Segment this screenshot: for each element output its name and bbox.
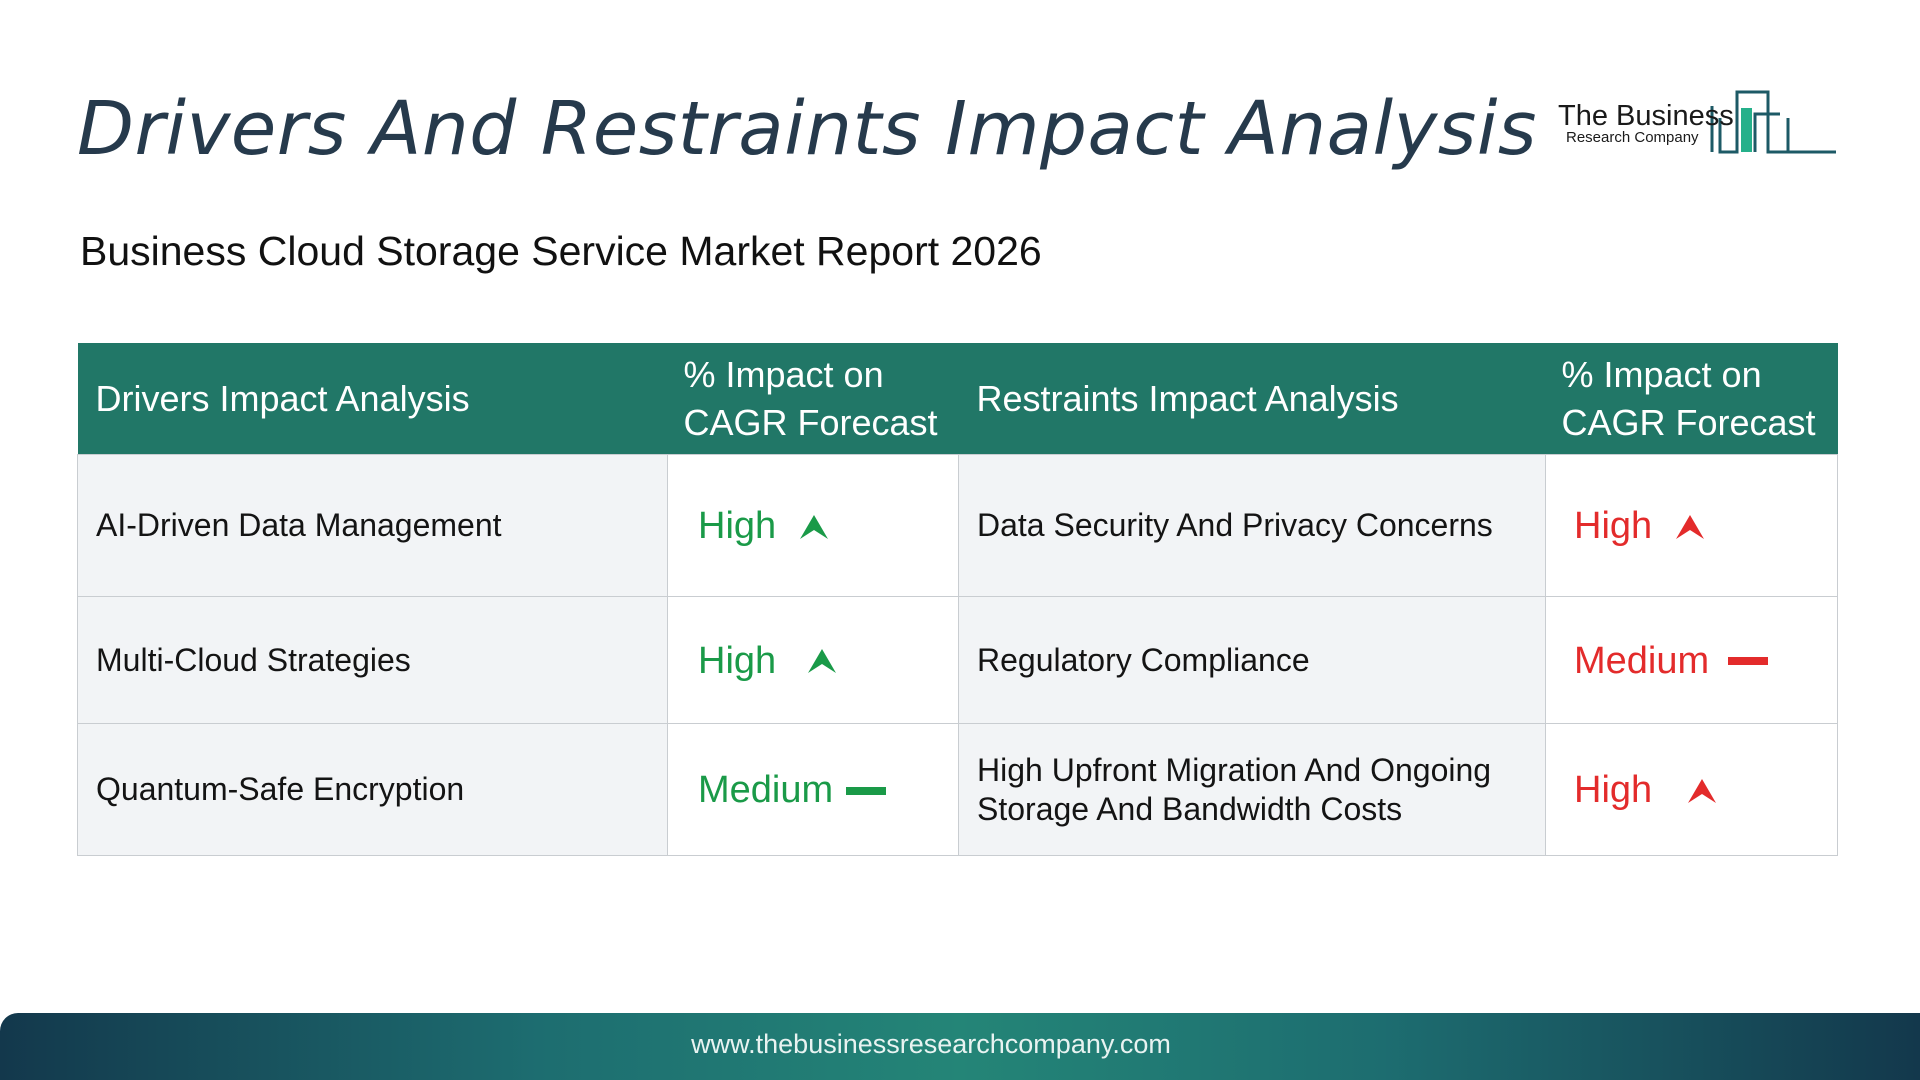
restraint-cell: Regulatory Compliance bbox=[958, 596, 1546, 724]
driver-label: Quantum-Safe Encryption bbox=[96, 771, 465, 807]
report-subtitle: Business Cloud Storage Service Market Re… bbox=[80, 228, 1042, 274]
driver-cell: Multi-Cloud Strategies bbox=[77, 596, 668, 724]
driver-impact-cell: Medium bbox=[667, 723, 959, 856]
table-header-row: Drivers Impact Analysis % Impact on CAGR… bbox=[77, 343, 1838, 455]
restraint-impact-cell: High bbox=[1545, 454, 1838, 597]
driver-impact-level: High bbox=[698, 505, 777, 548]
driver-impact-cell: High bbox=[667, 596, 959, 724]
page-title: Drivers And Restraints Impact Analysis bbox=[77, 86, 1537, 172]
arrow-up-icon bbox=[800, 514, 829, 539]
restraint-label: Regulatory Compliance bbox=[977, 641, 1310, 678]
logo-name: The Business bbox=[1558, 100, 1734, 132]
driver-impact-level: Medium bbox=[698, 769, 834, 812]
restraint-label: Data Security And Privacy Concerns bbox=[977, 507, 1493, 543]
restraint-impact-level: High bbox=[1574, 769, 1653, 812]
table-row: Multi-Cloud Strategies High Regulatory C… bbox=[77, 596, 1838, 724]
driver-label: Multi-Cloud Strategies bbox=[96, 641, 411, 678]
arrow-up-icon bbox=[1688, 778, 1717, 803]
logo-tagline: Research Company bbox=[1566, 129, 1699, 146]
restraint-impact-level: High bbox=[1574, 505, 1653, 548]
dash-icon bbox=[1728, 657, 1769, 666]
driver-impact-level: High bbox=[698, 639, 777, 682]
arrow-up-icon bbox=[808, 649, 837, 674]
restraint-cell: High Upfront Migration And Ongoing Stora… bbox=[958, 723, 1546, 856]
restraint-label: High Upfront Migration And Ongoing Stora… bbox=[977, 751, 1492, 827]
impact-table: Drivers Impact Analysis % Impact on CAGR… bbox=[77, 343, 1838, 856]
table-row: AI-Driven Data Management High Data Secu… bbox=[77, 454, 1838, 597]
header-drivers-impact: % Impact on CAGR Forecast bbox=[667, 343, 959, 455]
dash-icon bbox=[846, 786, 887, 795]
driver-cell: AI-Driven Data Management bbox=[77, 454, 668, 597]
driver-impact-cell: High bbox=[667, 454, 959, 597]
restraint-impact-cell: Medium bbox=[1545, 596, 1838, 724]
header-drivers: Drivers Impact Analysis bbox=[77, 343, 668, 455]
header-restraints-impact: % Impact on CAGR Forecast bbox=[1545, 343, 1838, 455]
arrow-up-icon bbox=[1676, 514, 1705, 539]
logo-bars-icon bbox=[1710, 90, 1836, 154]
driver-label: AI-Driven Data Management bbox=[96, 507, 502, 543]
restraint-cell: Data Security And Privacy Concerns bbox=[958, 454, 1546, 597]
driver-cell: Quantum-Safe Encryption bbox=[77, 723, 668, 856]
restraint-impact-cell: High bbox=[1545, 723, 1838, 856]
company-logo: The Business Research Company bbox=[1552, 66, 1840, 156]
header-restraints: Restraints Impact Analysis bbox=[958, 343, 1546, 455]
footer-url[interactable]: www.thebusinessresearchcompany.com bbox=[691, 1029, 1171, 1059]
footer-bar: www.thebusinessresearchcompany.com bbox=[0, 1013, 1920, 1080]
restraint-impact-level: Medium bbox=[1574, 639, 1710, 682]
table-row: Quantum-Safe Encryption Medium High Upfr… bbox=[77, 723, 1838, 856]
